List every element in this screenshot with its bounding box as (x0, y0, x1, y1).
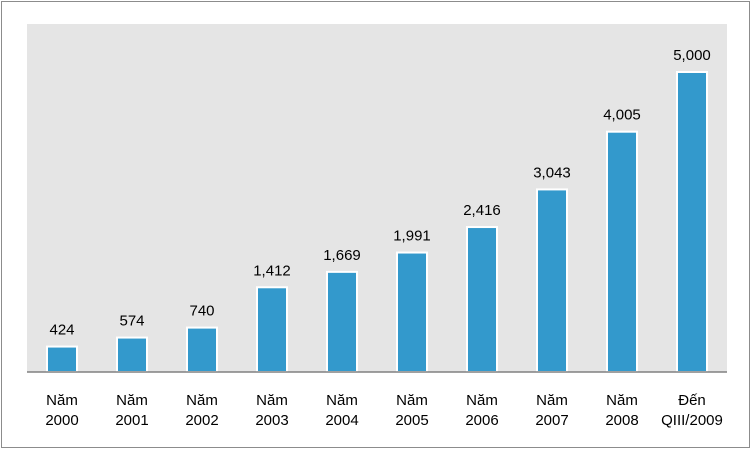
category-label-8-line-1: 2008 (605, 412, 638, 429)
value-label-6: 2,416 (463, 202, 501, 219)
bar-3 (256, 286, 288, 373)
category-label-4-line-0: Năm (326, 392, 358, 409)
bar-8 (606, 130, 638, 373)
category-label-2-line-1: 2002 (185, 412, 218, 429)
category-label-7-line-0: Năm (536, 392, 568, 409)
value-label-5: 1,991 (393, 228, 431, 245)
value-label-7: 3,043 (533, 164, 571, 181)
value-label-3: 1,412 (253, 262, 291, 279)
category-label-1-line-0: Năm (116, 392, 148, 409)
category-label-0-line-0: Năm (46, 392, 78, 409)
category-labels-group: Năm 2000 Năm 2001 Năm 2002 Năm 2003 Năm 2004 Năm 20… (45, 392, 723, 429)
category-label-0-line-1: 2000 (45, 412, 78, 429)
bar-5 (396, 251, 428, 373)
category-label-4-line-1: 2004 (325, 412, 358, 429)
category-label-3-line-0: Năm (256, 392, 288, 409)
value-label-9: 5,000 (673, 47, 711, 64)
bar-4 (326, 270, 358, 373)
category-label-9-line-1: QIII/2009 (661, 412, 723, 429)
bar-0 (46, 345, 78, 373)
category-label-8-line-0: Năm (606, 392, 638, 409)
bar-7 (536, 188, 568, 373)
category-label-5-line-0: Năm (396, 392, 428, 409)
category-label-3-line-1: 2003 (255, 412, 288, 429)
category-label-9-line-0: Đến (678, 392, 706, 409)
bar-2 (186, 326, 218, 374)
category-label-7-line-1: 2007 (535, 412, 568, 429)
category-label-5-line-1: 2005 (395, 412, 428, 429)
category-label-6-line-1: 2006 (465, 412, 498, 429)
category-label-2-line-0: Năm (186, 392, 218, 409)
value-label-8: 4,005 (603, 107, 641, 124)
category-label-6-line-0: Năm (466, 392, 498, 409)
bar-9 (676, 71, 708, 373)
bar-6 (466, 226, 498, 373)
value-label-0: 424 (49, 322, 74, 339)
category-label-1-line-1: 2001 (115, 412, 148, 429)
value-label-4: 1,669 (323, 247, 361, 264)
value-labels-group: 424 574 740 1,412 1,669 1,991 2,416 3,043 4,005 5… (49, 47, 710, 339)
value-label-2: 740 (189, 303, 214, 320)
value-label-1: 574 (119, 313, 144, 330)
bar-1 (116, 336, 148, 373)
bars-group (46, 71, 708, 374)
